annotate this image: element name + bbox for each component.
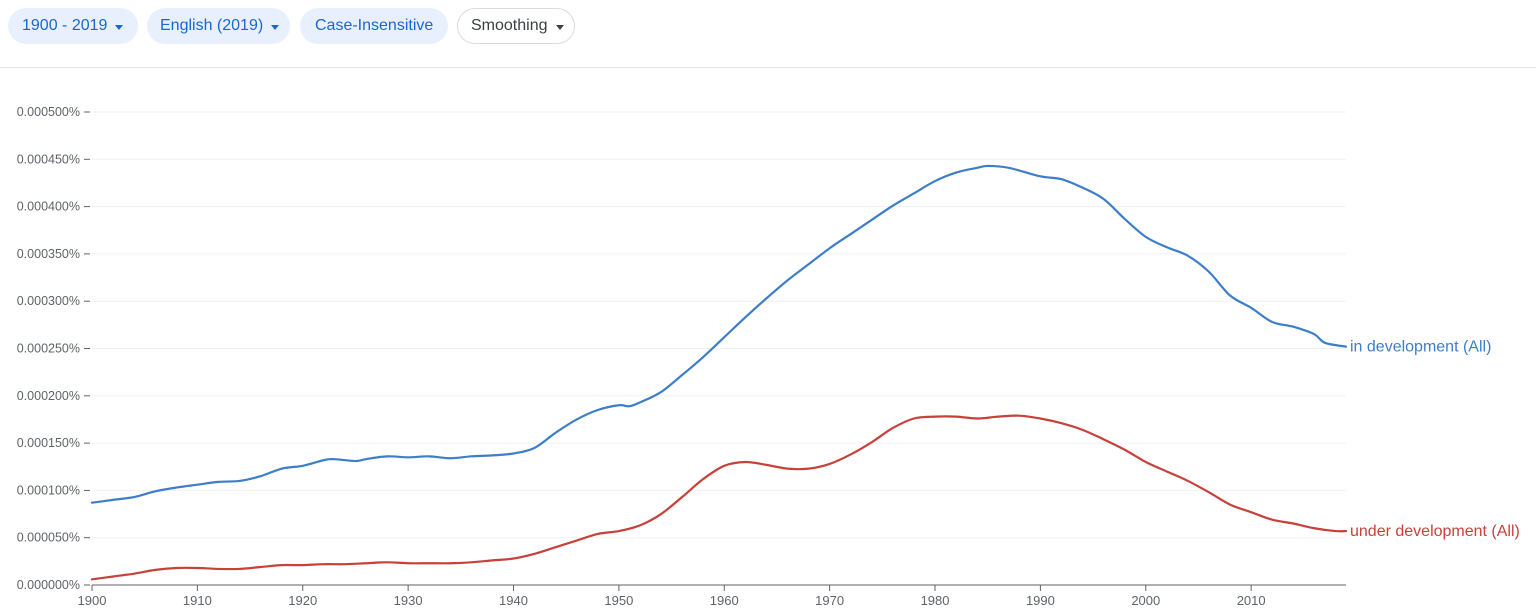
x-tick-label: 2000 — [1131, 593, 1160, 608]
y-tick-label: 0.000000% — [17, 578, 80, 592]
x-tick-label: 1950 — [604, 593, 633, 608]
x-tick-label: 1980 — [921, 593, 950, 608]
smoothing-label: Smoothing — [471, 17, 548, 34]
y-tick-label: 0.000300% — [17, 294, 80, 308]
under-development-label[interactable]: under development (All) — [1350, 523, 1520, 540]
in-development-label[interactable]: in development (All) — [1350, 339, 1491, 356]
series-layer — [90, 164, 1348, 581]
case-label: Case-Insensitive — [315, 17, 434, 34]
y-tick-label: 0.000150% — [17, 436, 80, 450]
chevron-down-icon — [115, 24, 124, 30]
x-tick-label: 2010 — [1237, 593, 1266, 608]
y-tick-label: 0.000400% — [17, 200, 80, 214]
y-tick-label: 0.000250% — [17, 342, 80, 356]
under-development-line[interactable] — [90, 414, 1348, 581]
ngram-chart: 0.000000% 0.000050% 0.000100% 0.000150% 0.00… — [17, 105, 1520, 608]
y-tick-label: 0.000100% — [17, 483, 80, 497]
chevron-down-icon — [555, 24, 564, 30]
y-tick-label: 0.000050% — [17, 531, 80, 545]
corpus-label: English (2019) — [160, 17, 264, 34]
case-insensitive-toggle[interactable]: Case-Insensitive — [300, 8, 448, 44]
year-range-dropdown[interactable]: 1900 - 2019 — [8, 8, 138, 44]
grid-layer — [92, 111, 1346, 539]
y-tick-label: 0.000500% — [17, 105, 80, 119]
x-tick-label: 1960 — [710, 593, 739, 608]
y-tick-label: 0.000350% — [17, 247, 80, 261]
toolbar: 1900 - 2019 English (2019) Case-Insensit… — [0, 0, 1536, 68]
y-tick-label: 0.000450% — [17, 152, 80, 166]
in-development-line[interactable] — [90, 164, 1348, 504]
x-tick-label: 1920 — [288, 593, 317, 608]
chevron-down-icon — [271, 24, 280, 30]
x-tick-label: 1990 — [1026, 593, 1055, 608]
x-tick-label: 1930 — [394, 593, 423, 608]
x-tick-label: 1910 — [183, 593, 212, 608]
x-tick-label: 1900 — [78, 593, 107, 608]
corpus-dropdown[interactable]: English (2019) — [147, 8, 290, 44]
chart-area: 0.000000% 0.000050% 0.000100% 0.000150% 0.00… — [0, 68, 1536, 611]
x-tick-label: 1970 — [815, 593, 844, 608]
label-layer: in development (All) under development (A… — [1350, 339, 1520, 540]
axis-layer: 0.000000% 0.000050% 0.000100% 0.000150% 0.00… — [17, 105, 1346, 608]
x-tick-label: 1940 — [499, 593, 528, 608]
y-tick-label: 0.000200% — [17, 389, 80, 403]
smoothing-dropdown[interactable]: Smoothing — [457, 8, 575, 44]
year-range-label: 1900 - 2019 — [22, 17, 108, 34]
